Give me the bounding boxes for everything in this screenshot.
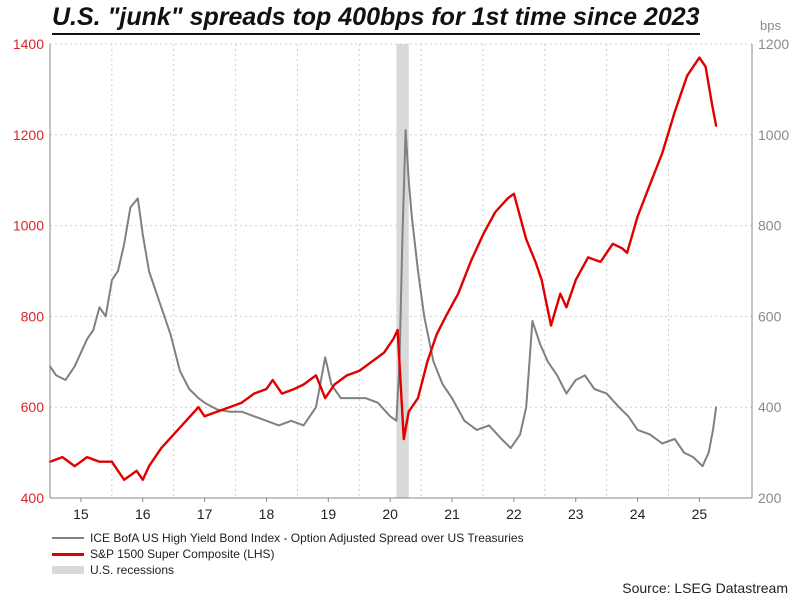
x-tick-label: 23 <box>568 506 584 522</box>
tick-layer: 400 600 800 1000 1200 1400 200 400 600 800 1000 120… <box>13 36 790 522</box>
grid-layer <box>50 43 752 499</box>
x-tick-label: 17 <box>197 506 213 522</box>
left-tick-label: 600 <box>21 399 45 415</box>
x-tick-label: 21 <box>444 506 460 522</box>
x-tick-label: 24 <box>630 506 646 522</box>
legend-swatch-recession <box>52 566 84 574</box>
right-tick-label: 600 <box>758 308 782 324</box>
legend-item-recession: U.S. recessions <box>52 562 524 578</box>
left-tick-label: 800 <box>21 308 45 324</box>
right-axis-unit: bps <box>760 18 781 33</box>
series-line-spread <box>49 129 718 468</box>
chart-title: U.S. "junk" spreads top 400bps for 1st t… <box>52 2 700 35</box>
right-tick-label: 800 <box>758 218 782 234</box>
x-tick-label: 19 <box>321 506 337 522</box>
x-tick-label: 22 <box>506 506 522 522</box>
right-tick-label: 1200 <box>758 36 789 52</box>
x-tick-label: 18 <box>259 506 275 522</box>
right-tick-label: 1000 <box>758 127 789 143</box>
source-note: Source: LSEG Datastream <box>622 580 788 596</box>
right-tick-label: 200 <box>758 490 782 506</box>
left-tick-label: 400 <box>21 490 45 506</box>
legend-swatch-spread <box>52 537 84 539</box>
legend-item-spread: ICE BofA US High Yield Bond Index - Opti… <box>52 530 524 546</box>
legend-label-sp1500: S&P 1500 Super Composite (LHS) <box>90 547 275 561</box>
x-tick-label: 15 <box>73 506 89 522</box>
legend-label-recession: U.S. recessions <box>90 563 175 577</box>
legend: ICE BofA US High Yield Bond Index - Opti… <box>52 530 524 578</box>
legend-label-spread: ICE BofA US High Yield Bond Index - Opti… <box>90 531 524 545</box>
right-tick-label: 400 <box>758 399 782 415</box>
left-tick-label: 1400 <box>13 36 44 52</box>
series-layer <box>48 56 718 481</box>
series-line-sp1500 <box>48 56 718 481</box>
x-tick-label: 25 <box>692 506 708 522</box>
x-tick-label: 20 <box>382 506 398 522</box>
x-tick-label: 16 <box>135 506 151 522</box>
left-tick-label: 1200 <box>13 127 44 143</box>
axis-layer <box>49 44 753 502</box>
legend-swatch-sp1500 <box>52 552 84 556</box>
left-tick-label: 1000 <box>13 218 44 234</box>
legend-item-sp1500: S&P 1500 Super Composite (LHS) <box>52 546 524 562</box>
